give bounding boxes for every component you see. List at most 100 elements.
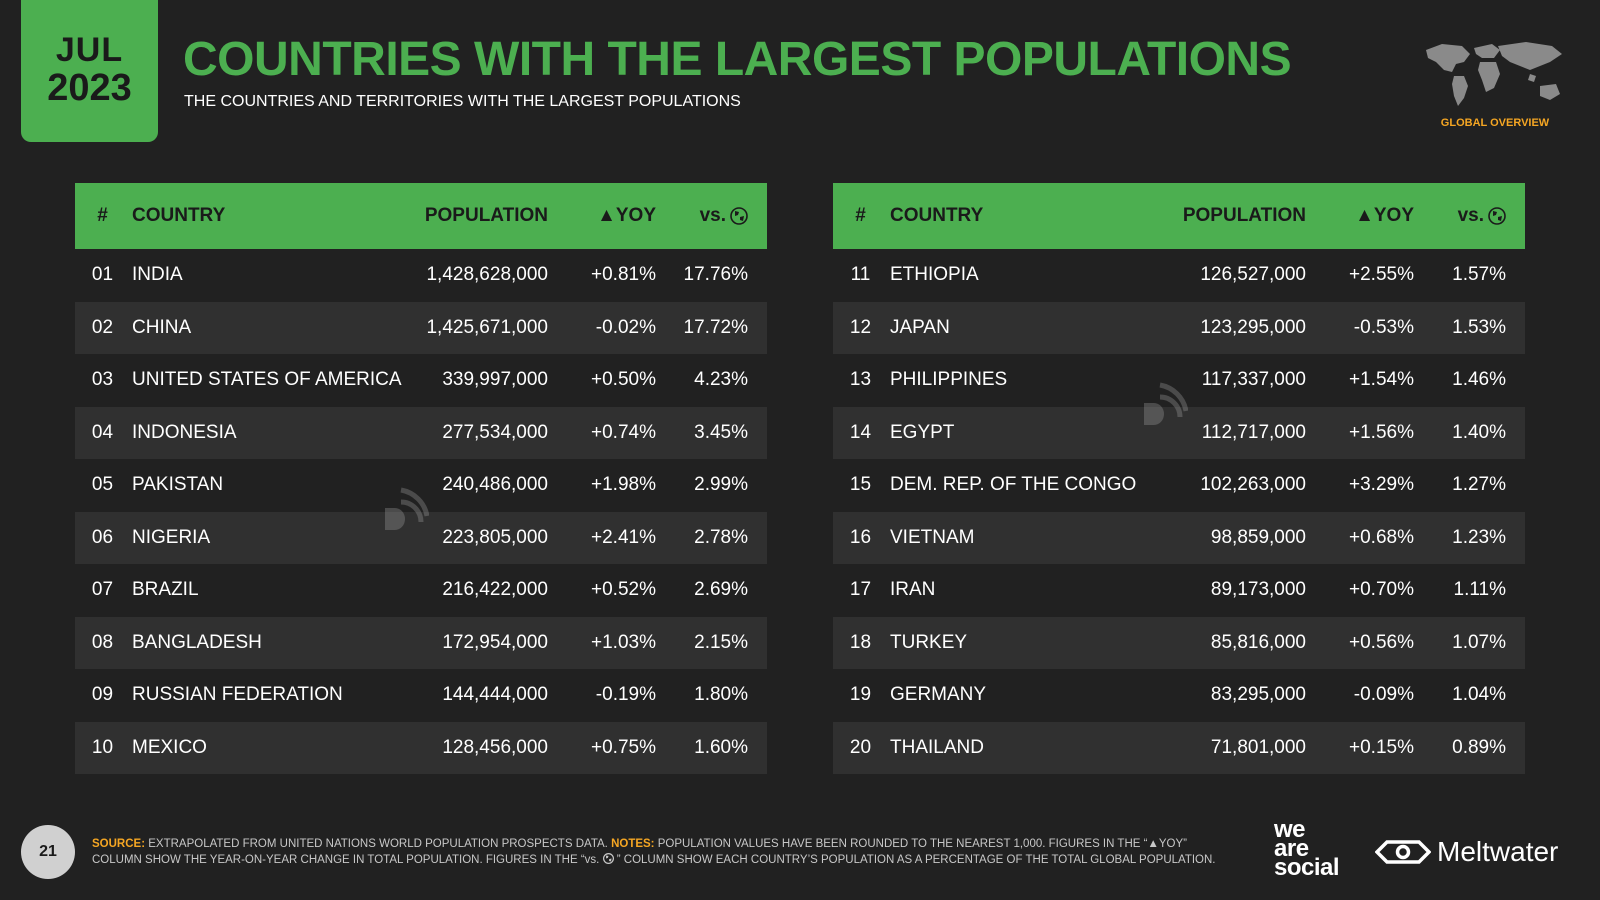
share-of-world: 2.99% bbox=[694, 474, 748, 496]
population-value: 1,425,671,000 bbox=[426, 316, 548, 338]
logo-we: we bbox=[1274, 816, 1306, 843]
footnote: SOURCE: EXTRAPOLATED FROM UNITED NATIONS… bbox=[92, 836, 1222, 868]
population-value: 240,486,000 bbox=[442, 474, 548, 496]
row-number: 07 bbox=[91, 579, 114, 601]
share-of-world: 1.23% bbox=[1452, 526, 1506, 548]
table-row: 10 MEXICO 128,456,000 +0.75% 1.60% bbox=[75, 721, 767, 774]
globe-icon bbox=[730, 207, 748, 225]
date-month: JUL bbox=[55, 31, 124, 70]
table-row: 17 IRAN 89,173,000 +0.70% 1.11% bbox=[833, 564, 1525, 617]
globe-icon bbox=[1488, 207, 1506, 225]
population-value: 83,295,000 bbox=[1210, 684, 1306, 706]
share-of-world: 1.27% bbox=[1452, 474, 1506, 496]
table-row: 04 INDONESIA 277,534,000 +0.74% 3.45% bbox=[75, 406, 767, 459]
header-vs: vs. bbox=[1414, 205, 1506, 227]
yoy-change: +0.52% bbox=[591, 579, 656, 601]
row-number: 12 bbox=[849, 316, 872, 338]
table-row: 11 ETHIOPIA 126,527,000 +2.55% 1.57% bbox=[833, 249, 1525, 302]
table-row: 19 GERMANY 83,295,000 -0.09% 1.04% bbox=[833, 669, 1525, 722]
world-map-icon bbox=[1426, 42, 1562, 106]
header-num: # bbox=[97, 205, 108, 226]
country-name: BRAZIL bbox=[132, 579, 199, 601]
country-name: MEXICO bbox=[132, 736, 207, 758]
table-row: 07 BRAZIL 216,422,000 +0.52% 2.69% bbox=[75, 564, 767, 617]
share-of-world: 1.11% bbox=[1453, 579, 1506, 601]
country-name: GERMANY bbox=[890, 684, 987, 706]
share-of-world: 2.69% bbox=[694, 579, 748, 601]
population-table-left: # COUNTRY POPULATION ▲YOY vs. 01 INDIA 1,4… bbox=[75, 183, 767, 774]
population-value: 144,444,000 bbox=[442, 684, 548, 706]
share-of-world: 1.40% bbox=[1452, 421, 1506, 443]
country-name: PAKISTAN bbox=[132, 474, 224, 496]
country-name: ETHIOPIA bbox=[890, 264, 979, 286]
table-header: # COUNTRY POPULATION ▲YOY vs. bbox=[833, 183, 1525, 249]
header-population: POPULATION bbox=[424, 205, 548, 226]
meltwater-icon bbox=[1375, 840, 1431, 864]
yoy-change: +2.41% bbox=[591, 526, 656, 548]
table-row: 15 DEM. REP. OF THE CONGO 102,263,000 +3.29… bbox=[833, 459, 1525, 512]
table-body: 01 INDIA 1,428,628,000 +0.81% 17.76% 02 CHINA 1… bbox=[75, 249, 767, 774]
country-name: JAPAN bbox=[890, 316, 950, 338]
country-name: UNITED STATES OF AMERICA bbox=[132, 369, 402, 391]
table-row: 18 TURKEY 85,816,000 +0.56% 1.07% bbox=[833, 616, 1525, 669]
logo-are: are bbox=[1274, 835, 1309, 862]
table-row: 05 PAKISTAN 240,486,000 +1.98% 2.99% bbox=[75, 459, 767, 512]
population-value: 89,173,000 bbox=[1210, 579, 1306, 601]
yoy-change: +0.81% bbox=[591, 264, 656, 286]
yoy-change: +1.56% bbox=[1349, 421, 1414, 443]
row-number: 11 bbox=[850, 264, 871, 286]
header-vs-label: vs. bbox=[1457, 205, 1484, 226]
share-of-world: 4.23% bbox=[694, 369, 748, 391]
row-number: 04 bbox=[91, 421, 114, 443]
row-number: 02 bbox=[91, 316, 114, 338]
notes-text: POPULATION VALUES HAVE BEEN ROUNDED TO T… bbox=[92, 838, 1187, 866]
row-number: 15 bbox=[849, 474, 872, 496]
logo-social: social bbox=[1274, 854, 1340, 881]
yoy-change: +0.75% bbox=[591, 736, 656, 758]
population-value: 223,805,000 bbox=[442, 526, 548, 548]
row-number: 20 bbox=[849, 736, 872, 758]
row-number: 05 bbox=[91, 474, 114, 496]
table-row: 16 VIETNAM 98,859,000 +0.68% 1.23% bbox=[833, 511, 1525, 564]
page-number: 21 bbox=[21, 825, 75, 879]
header-yoy: ▲YOY bbox=[1355, 205, 1414, 226]
row-number: 18 bbox=[849, 631, 872, 653]
population-value: 128,456,000 bbox=[442, 736, 548, 758]
country-name: CHINA bbox=[132, 316, 192, 338]
country-name: EGYPT bbox=[890, 421, 955, 443]
share-of-world: 1.57% bbox=[1452, 264, 1506, 286]
yoy-change: +1.54% bbox=[1349, 369, 1414, 391]
yoy-change: +1.98% bbox=[591, 474, 656, 496]
table-row: 08 BANGLADESH 172,954,000 +1.03% 2.15% bbox=[75, 616, 767, 669]
share-of-world: 17.72% bbox=[683, 316, 748, 338]
table-row: 02 CHINA 1,425,671,000 -0.02% 17.72% bbox=[75, 301, 767, 354]
share-of-world: 1.46% bbox=[1452, 369, 1506, 391]
population-value: 71,801,000 bbox=[1210, 736, 1306, 758]
header-yoy: ▲YOY bbox=[597, 205, 656, 226]
row-number: 01 bbox=[91, 264, 114, 286]
source-text: EXTRAPOLATED FROM UNITED NATIONS WORLD P… bbox=[148, 838, 608, 850]
row-number: 17 bbox=[849, 579, 872, 601]
country-name: DEM. REP. OF THE CONGO bbox=[890, 474, 1137, 496]
yoy-change: +1.03% bbox=[591, 631, 656, 653]
share-of-world: 17.76% bbox=[683, 264, 748, 286]
population-value: 117,337,000 bbox=[1201, 369, 1306, 391]
meltwater-logo: Meltwater bbox=[1375, 836, 1558, 868]
table-row: 09 RUSSIAN FEDERATION 144,444,000 -0.19% 1.8… bbox=[75, 669, 767, 722]
yoy-change: +0.50% bbox=[591, 369, 656, 391]
share-of-world: 2.15% bbox=[694, 631, 748, 653]
notes-label: NOTES: bbox=[611, 838, 655, 850]
page-title: COUNTRIES WITH THE LARGEST POPULATIONS bbox=[183, 33, 1292, 86]
row-number: 14 bbox=[849, 421, 872, 443]
population-value: 216,422,000 bbox=[442, 579, 548, 601]
header-country: COUNTRY bbox=[890, 205, 984, 226]
yoy-change: +2.55% bbox=[1349, 264, 1414, 286]
row-number: 08 bbox=[91, 631, 114, 653]
header-vs-label: vs. bbox=[699, 205, 726, 226]
share-of-world: 2.78% bbox=[694, 526, 748, 548]
globe-icon bbox=[602, 853, 614, 864]
population-value: 85,816,000 bbox=[1210, 631, 1306, 653]
table-row: 13 PHILIPPINES 117,337,000 +1.54% 1.46% bbox=[833, 354, 1525, 407]
share-of-world: 0.89% bbox=[1452, 736, 1506, 758]
share-of-world: 1.60% bbox=[694, 736, 748, 758]
